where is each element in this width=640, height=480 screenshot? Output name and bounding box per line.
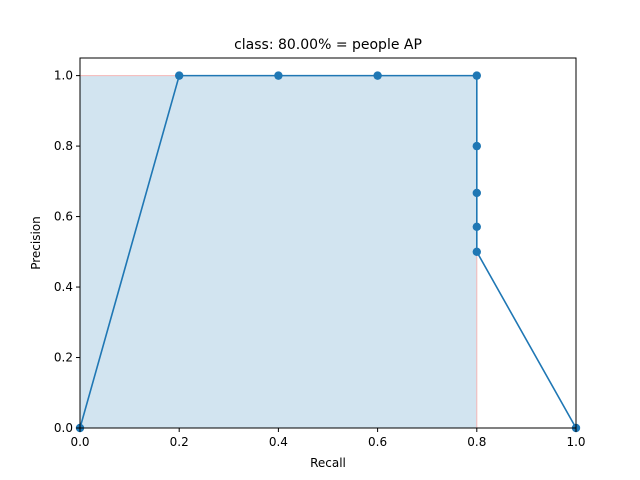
pr-point (472, 71, 481, 80)
chart-title: class: 80.00% = people AP (234, 37, 422, 53)
x-tick-label: 0.6 (368, 435, 387, 449)
x-tick-label: 0.2 (170, 435, 189, 449)
y-tick-label: 0.4 (54, 280, 73, 294)
y-ticks: 0.0 0.2 0.4 0.6 0.8 1.0 (54, 69, 80, 435)
x-tick-label: 1.0 (566, 435, 585, 449)
pr-point (472, 141, 481, 151)
pr-point (472, 188, 481, 198)
x-tick-label: 0.0 (70, 435, 89, 449)
pr-point (175, 71, 184, 80)
y-tick-label: 0.2 (54, 351, 73, 365)
plot-frame (79, 57, 577, 429)
y-tick-label: 1.0 (54, 69, 73, 83)
y-tick-label: 0.0 (54, 421, 73, 435)
y-tick-label: 0.8 (54, 139, 73, 153)
x-tick-label: 0.8 (467, 435, 486, 449)
area-layer (80, 75, 478, 428)
pr-point (274, 71, 283, 80)
x-axis-label: Recall (310, 456, 346, 470)
y-tick-label: 0.6 (54, 210, 73, 224)
pr-point (472, 222, 481, 231)
x-ticks: 0.0 0.2 0.4 0.6 0.8 1.0 (70, 428, 586, 449)
pr-point (472, 247, 481, 257)
ap-area-fill (80, 75, 477, 428)
y-axis-label: Precision (29, 216, 43, 270)
pr-curve-line (79, 74, 577, 429)
pr-point (373, 71, 382, 80)
x-tick-label: 0.4 (269, 435, 288, 449)
